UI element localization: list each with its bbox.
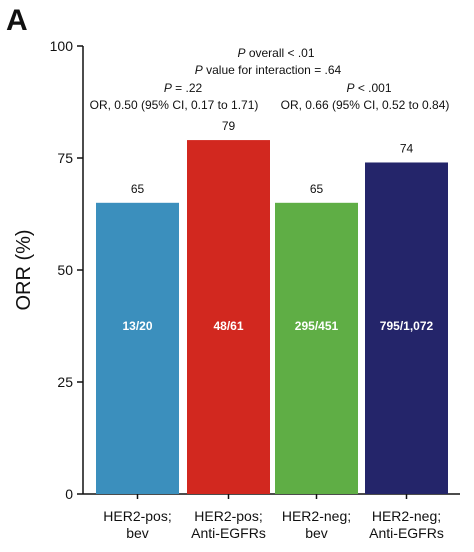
bar-value-label: 74: [400, 141, 414, 155]
x-category-label: Anti-EGFRs: [191, 525, 266, 541]
bar: [365, 162, 448, 495]
bar-count-label: 295/451: [295, 319, 339, 333]
bar-value-label: 79: [222, 119, 236, 133]
x-category-label: HER2-pos;: [103, 508, 171, 524]
bar: [275, 202, 358, 495]
y-tick-label: 100: [50, 38, 74, 54]
bar: [96, 202, 179, 495]
y-tick-label: 75: [57, 150, 73, 166]
x-category-label: HER2-neg;: [282, 508, 351, 524]
bar-count-label: 48/61: [213, 319, 243, 333]
x-category-label: Anti-EGFRs: [369, 525, 444, 541]
y-axis-label: ORR (%): [13, 229, 35, 310]
bar-count-label: 13/20: [122, 319, 152, 333]
x-category-label: HER2-pos;: [194, 508, 262, 524]
y-tick-label: 25: [57, 374, 73, 390]
her2-pos-or-annotation: OR, 0.50 (95% CI, 0.17 to 1.71): [90, 98, 259, 112]
bar-value-label: 65: [131, 182, 145, 196]
p-interaction-annotation: P value for interaction = .64: [195, 63, 342, 77]
her2-pos-p-annotation: P = .22: [164, 81, 203, 95]
x-category-label: bev: [305, 525, 328, 541]
her2-neg-or-annotation: OR, 0.66 (95% CI, 0.52 to 0.84): [281, 98, 450, 112]
panel-letter: A: [6, 4, 28, 37]
x-category-label: HER2-neg;: [372, 508, 441, 524]
bar-value-label: 65: [310, 182, 324, 196]
bar: [187, 140, 270, 494]
y-tick-label: 50: [57, 262, 73, 278]
y-tick-label: 0: [65, 486, 73, 502]
bar-count-label: 795/1,072: [380, 319, 434, 333]
p-overall-annotation: P overall < .01: [237, 46, 314, 60]
her2-neg-p-annotation: P < .001: [346, 81, 391, 95]
x-category-label: bev: [126, 525, 149, 541]
